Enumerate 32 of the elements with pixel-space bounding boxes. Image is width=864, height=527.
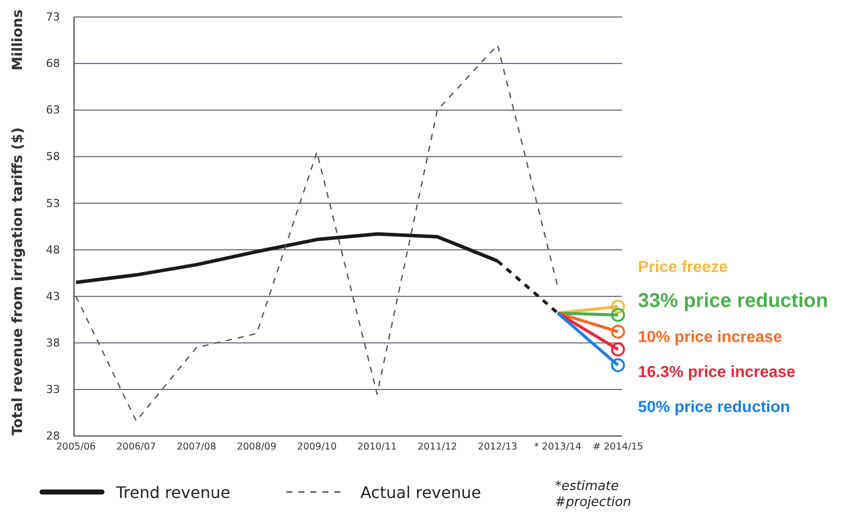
- text: Millions: [10, 9, 26, 71]
- x-tick-label: 2009/10: [297, 442, 337, 453]
- text: #projection: [555, 495, 632, 510]
- y-tick-label: 58: [46, 150, 60, 164]
- y-tick-label: 33: [46, 382, 60, 396]
- text: *estimate: [555, 479, 619, 494]
- y-tick-label: 68: [46, 57, 60, 70]
- series-label: 10% price increase: [638, 329, 782, 346]
- x-tick-label: 2008/09: [236, 442, 276, 453]
- y-tick-label: 43: [46, 290, 60, 303]
- series-label: Price freeze: [638, 259, 728, 276]
- x-tick-label: 2012/13: [478, 442, 518, 453]
- y-tick-label: 63: [46, 104, 60, 117]
- x-tick-label: 2007/08: [176, 442, 216, 453]
- y-tick-label: 28: [46, 430, 60, 443]
- x-tick-label: 2005/06: [56, 442, 96, 453]
- x-tick-label: 2010/11: [357, 442, 397, 453]
- series-label: 33% price reduction: [638, 290, 828, 312]
- legend-label: Trend revenue: [115, 483, 230, 502]
- series-label: 16.3% price increase: [638, 364, 796, 381]
- y-tick-label: 48: [46, 243, 60, 256]
- y-tick-label: 73: [46, 10, 60, 24]
- x-tick-label: 2011/12: [418, 442, 458, 453]
- text: 50% price reduction: [638, 399, 790, 416]
- x-tick-label: * 2013/14: [534, 442, 582, 453]
- x-tick-label: # 2014/15: [592, 442, 644, 453]
- x-tick-label: 2006/07: [116, 442, 156, 453]
- line-series: [75, 44, 558, 422]
- y-tick-label: 38: [46, 336, 60, 350]
- legend-label: Actual revenue: [360, 483, 482, 502]
- y-tick-label: 53: [46, 196, 60, 210]
- y-axis-title: Total revenue from irrigation tariffs ($): [10, 127, 26, 436]
